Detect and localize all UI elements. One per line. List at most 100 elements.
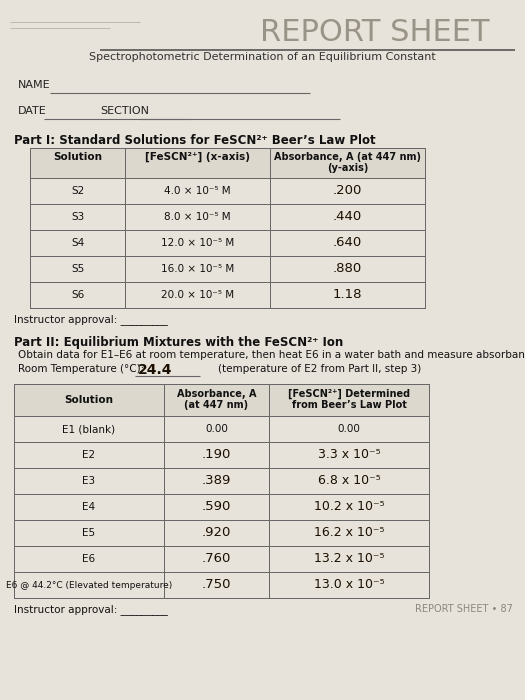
- Text: E5: E5: [82, 528, 96, 538]
- Bar: [270, 230, 425, 256]
- Text: Absorbance, A (at 447 nm): Absorbance, A (at 447 nm): [274, 152, 421, 162]
- Text: S6: S6: [71, 290, 84, 300]
- Bar: [125, 230, 270, 256]
- Text: 4.0 × 10⁻⁵ M: 4.0 × 10⁻⁵ M: [164, 186, 231, 196]
- Text: Room Temperature (°C):: Room Temperature (°C):: [18, 364, 148, 374]
- Text: S4: S4: [71, 238, 84, 248]
- Bar: [270, 256, 425, 282]
- Text: Solution: Solution: [53, 152, 102, 162]
- Bar: [269, 546, 429, 572]
- Text: [FeSCN²⁺] (x-axis): [FeSCN²⁺] (x-axis): [145, 152, 250, 162]
- Text: 8.0 × 10⁻⁵ M: 8.0 × 10⁻⁵ M: [164, 212, 231, 222]
- Text: Absorbance, A: Absorbance, A: [177, 389, 256, 399]
- Text: .200: .200: [333, 185, 362, 197]
- Text: 12.0 × 10⁻⁵ M: 12.0 × 10⁻⁵ M: [161, 238, 234, 248]
- Text: .920: .920: [202, 526, 231, 540]
- Bar: [164, 384, 269, 416]
- Bar: [14, 468, 429, 494]
- Bar: [14, 416, 429, 442]
- Text: E6: E6: [82, 554, 96, 564]
- Text: 16.2 x 10⁻⁵: 16.2 x 10⁻⁵: [314, 526, 384, 540]
- Bar: [270, 204, 425, 230]
- Bar: [269, 468, 429, 494]
- Text: .880: .880: [333, 262, 362, 276]
- Text: .389: .389: [202, 475, 231, 487]
- Text: (at 447 nm): (at 447 nm): [184, 400, 248, 410]
- Text: E3: E3: [82, 476, 96, 486]
- Bar: [14, 494, 164, 520]
- Bar: [30, 230, 425, 256]
- Text: [FeSCN²⁺] Determined: [FeSCN²⁺] Determined: [288, 389, 410, 399]
- Bar: [14, 384, 164, 416]
- Text: 0.00: 0.00: [338, 424, 361, 434]
- Text: 24.4: 24.4: [138, 363, 173, 377]
- Text: 6.8 x 10⁻⁵: 6.8 x 10⁻⁵: [318, 475, 381, 487]
- Text: S2: S2: [71, 186, 84, 196]
- Text: .440: .440: [333, 211, 362, 223]
- Bar: [164, 520, 269, 546]
- Text: Part II: Equilibrium Mixtures with the FeSCN²⁺ Ion: Part II: Equilibrium Mixtures with the F…: [14, 336, 343, 349]
- Text: E6 @ 44.2°C (Elevated temperature): E6 @ 44.2°C (Elevated temperature): [6, 580, 172, 589]
- Bar: [30, 148, 425, 178]
- Bar: [269, 572, 429, 598]
- Bar: [30, 204, 125, 230]
- Bar: [30, 282, 425, 308]
- Bar: [14, 546, 429, 572]
- Text: 10.2 x 10⁻⁵: 10.2 x 10⁻⁵: [314, 500, 384, 514]
- Bar: [14, 468, 164, 494]
- Bar: [14, 520, 429, 546]
- Text: (temperature of E2 from Part II, step 3): (temperature of E2 from Part II, step 3): [205, 364, 421, 374]
- Bar: [125, 204, 270, 230]
- Text: REPORT SHEET • 87: REPORT SHEET • 87: [415, 604, 513, 614]
- Bar: [269, 416, 429, 442]
- Text: Obtain data for E1–E6 at room temperature, then heat E6 in a water bath and meas: Obtain data for E1–E6 at room temperatur…: [18, 350, 525, 360]
- Text: DATE: DATE: [18, 106, 47, 116]
- Text: REPORT SHEET: REPORT SHEET: [260, 18, 490, 47]
- Bar: [269, 494, 429, 520]
- Bar: [14, 494, 429, 520]
- Bar: [30, 148, 125, 178]
- Text: Instructor approval: _________: Instructor approval: _________: [14, 314, 168, 325]
- Bar: [30, 282, 125, 308]
- Text: Spectrophotometric Determination of an Equilibrium Constant: Spectrophotometric Determination of an E…: [89, 52, 436, 62]
- Bar: [30, 178, 125, 204]
- Bar: [30, 256, 425, 282]
- Text: E1 (blank): E1 (blank): [62, 424, 116, 434]
- Bar: [30, 178, 425, 204]
- Bar: [269, 442, 429, 468]
- Bar: [30, 256, 125, 282]
- Bar: [164, 572, 269, 598]
- Text: .190: .190: [202, 449, 231, 461]
- Bar: [164, 494, 269, 520]
- Text: SECTION: SECTION: [100, 106, 149, 116]
- Bar: [164, 546, 269, 572]
- Bar: [14, 520, 164, 546]
- Text: Solution: Solution: [65, 395, 113, 405]
- Text: 3.3 x 10⁻⁵: 3.3 x 10⁻⁵: [318, 449, 380, 461]
- Bar: [14, 546, 164, 572]
- Text: from Beer’s Law Plot: from Beer’s Law Plot: [291, 400, 406, 410]
- Bar: [125, 178, 270, 204]
- Text: .750: .750: [202, 578, 231, 592]
- Text: 13.2 x 10⁻⁵: 13.2 x 10⁻⁵: [314, 552, 384, 566]
- Bar: [14, 442, 429, 468]
- Text: .590: .590: [202, 500, 231, 514]
- Bar: [30, 230, 125, 256]
- Bar: [14, 416, 164, 442]
- Text: NAME: NAME: [18, 80, 50, 90]
- Text: 0.00: 0.00: [205, 424, 228, 434]
- Text: 1.18: 1.18: [333, 288, 362, 302]
- Bar: [14, 572, 429, 598]
- Bar: [14, 442, 164, 468]
- Bar: [270, 282, 425, 308]
- Text: 13.0 x 10⁻⁵: 13.0 x 10⁻⁵: [314, 578, 384, 592]
- Text: Instructor approval: _________: Instructor approval: _________: [14, 604, 168, 615]
- Text: 16.0 × 10⁻⁵ M: 16.0 × 10⁻⁵ M: [161, 264, 234, 274]
- Bar: [270, 148, 425, 178]
- Bar: [125, 148, 270, 178]
- Bar: [164, 468, 269, 494]
- Text: .640: .640: [333, 237, 362, 249]
- Text: S5: S5: [71, 264, 84, 274]
- Bar: [14, 572, 164, 598]
- Text: 20.0 × 10⁻⁵ M: 20.0 × 10⁻⁵ M: [161, 290, 234, 300]
